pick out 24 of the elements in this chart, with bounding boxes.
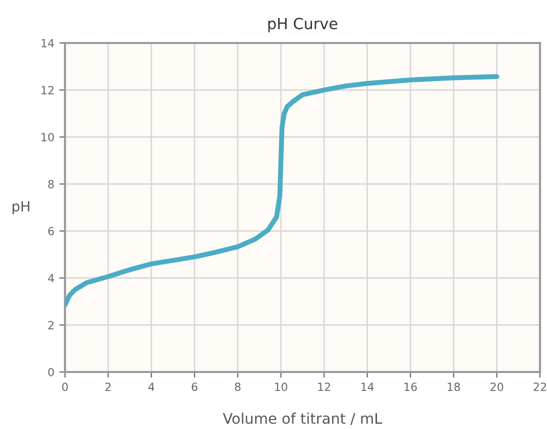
x-tick-label: 12 [318, 382, 330, 391]
y-tick-label: 4 [48, 274, 54, 282]
y-tick-label: 8 [48, 180, 54, 188]
x-tick-label: 20 [490, 382, 504, 392]
x-tick-label: 10 [275, 382, 288, 392]
x-tick-label: 8 [234, 382, 240, 392]
x-tick-label: 4 [148, 382, 154, 391]
x-tick-label: 22 [534, 382, 546, 391]
y-tick-label: 0 [48, 368, 54, 376]
y-axis-title: pH [12, 201, 30, 214]
x-tick-label: 18 [448, 382, 460, 392]
x-tick-label: 2 [105, 382, 111, 391]
x-tick-label: 6 [192, 382, 198, 392]
y-tick-label: 6 [48, 226, 54, 236]
x-tick-label: 16 [404, 382, 417, 392]
y-tick-label: 12 [42, 86, 54, 94]
y-tick-label: 14 [42, 39, 54, 48]
chart-title: pH Curve [268, 18, 338, 32]
x-axis-title: Volume of titrant / mL [222, 412, 382, 426]
x-tick-label: 0 [62, 382, 68, 392]
y-tick-label: 2 [48, 320, 54, 330]
x-tick-label: 14 [361, 382, 374, 391]
y-tick-label: 10 [42, 132, 54, 142]
line-series [65, 74, 500, 308]
